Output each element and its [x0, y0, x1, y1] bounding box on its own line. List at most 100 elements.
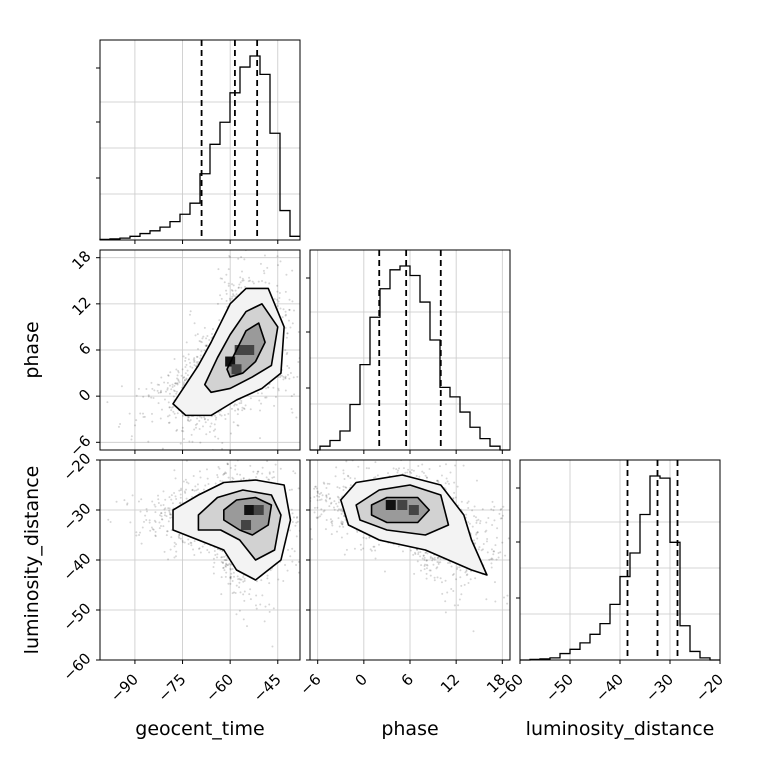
scatter-point — [168, 509, 171, 512]
scatter-point — [340, 512, 343, 515]
scatter-point — [153, 389, 156, 392]
scatter-point — [238, 283, 241, 286]
scatter-point — [292, 516, 295, 519]
xtick-label: −45 — [250, 670, 285, 705]
scatter-point — [117, 425, 120, 428]
scatter-point — [340, 521, 343, 524]
scatter-point — [318, 572, 320, 574]
scatter-point — [251, 280, 254, 283]
ytick-label: 6 — [75, 339, 94, 358]
scatter-point — [222, 561, 225, 564]
scatter-point — [460, 500, 463, 503]
scatter-point — [467, 521, 470, 524]
scatter-point — [320, 508, 323, 511]
scatter-point — [234, 289, 237, 292]
scatter-point — [287, 319, 290, 322]
scatter-point — [475, 521, 478, 524]
scatter-point — [187, 416, 190, 419]
scatter-point — [255, 607, 258, 610]
scatter-point — [343, 553, 346, 556]
scatter-point — [220, 560, 223, 563]
scatter-point — [223, 555, 226, 558]
scatter-point — [225, 289, 228, 292]
scatter-point — [478, 546, 481, 549]
scatter-point — [154, 534, 157, 537]
scatter-point — [436, 479, 439, 482]
scatter-point — [179, 453, 181, 455]
scatter-point — [239, 281, 242, 284]
scatter-point — [290, 407, 293, 410]
scatter-phase-vs-luminosity_distance — [303, 439, 565, 664]
scatter-point — [89, 537, 91, 539]
scatter-point — [213, 423, 216, 426]
scatter-point — [495, 558, 498, 561]
scatter-point — [271, 476, 274, 479]
scatter-point — [198, 547, 201, 550]
scatter-point — [563, 546, 565, 548]
scatter-point — [175, 497, 178, 500]
scatter-point — [401, 439, 403, 441]
scatter-point — [239, 578, 242, 581]
scatter-point — [178, 489, 181, 492]
scatter-point — [347, 475, 350, 478]
scatter-point — [453, 481, 456, 484]
scatter-point — [291, 547, 294, 550]
scatter-point — [314, 485, 317, 488]
scatter-point — [243, 407, 246, 410]
scatter-point — [255, 580, 258, 583]
scatter-point — [284, 377, 287, 380]
scatter-point — [200, 416, 203, 419]
scatter-point — [169, 513, 172, 516]
scatter-point — [332, 318, 334, 320]
scatter-point — [444, 579, 447, 582]
density-cell — [241, 520, 252, 530]
scatter-point — [139, 412, 142, 415]
scatter-point — [289, 555, 292, 558]
scatter-point — [499, 551, 502, 554]
scatter-point — [180, 429, 183, 432]
scatter-point — [340, 520, 343, 523]
scatter-point — [240, 256, 243, 259]
scatter-point — [321, 494, 324, 497]
scatter-point — [291, 411, 294, 414]
scatter-point — [368, 536, 371, 539]
scatter-point — [248, 276, 251, 279]
scatter-point — [439, 557, 442, 560]
scatter-point — [316, 491, 319, 494]
scatter-point — [301, 314, 303, 316]
scatter-point — [286, 569, 289, 572]
scatter-point — [296, 375, 299, 378]
scatter-point — [208, 551, 211, 554]
scatter-point — [486, 537, 489, 540]
scatter-point — [268, 610, 271, 613]
scatter-point — [135, 394, 138, 397]
scatter-point — [479, 522, 482, 525]
scatter-point — [512, 551, 514, 553]
scatter-point — [196, 422, 199, 425]
scatter-point — [153, 519, 156, 522]
scatter-point — [199, 551, 202, 554]
scatter-point — [142, 416, 145, 419]
scatter-point — [303, 476, 305, 478]
scatter-point — [330, 521, 333, 524]
scatter-point — [259, 262, 262, 265]
scatter-point — [244, 200, 246, 202]
ytick-label: −20 — [59, 449, 94, 484]
scatter-point — [168, 392, 171, 395]
scatter-point — [491, 500, 494, 503]
scatter-point — [242, 618, 245, 621]
scatter-point — [225, 559, 228, 562]
scatter-point — [337, 299, 339, 301]
scatter-point — [260, 579, 263, 582]
scatter-point — [304, 523, 306, 525]
scatter-point — [159, 504, 162, 507]
scatter-point — [173, 384, 176, 387]
scatter-point — [238, 402, 241, 405]
scatter-point — [349, 484, 352, 487]
contour-line — [223, 496, 273, 536]
scatter-point — [223, 281, 226, 284]
scatter-point — [341, 521, 344, 524]
scatter-point — [307, 574, 309, 576]
density-cell — [244, 345, 255, 355]
scatter-point — [429, 569, 432, 572]
